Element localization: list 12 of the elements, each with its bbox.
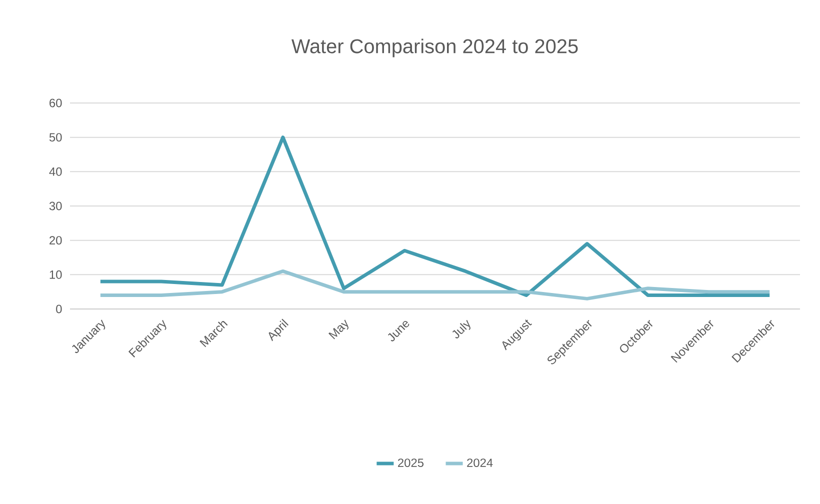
x-tick-label: July [452,320,470,338]
y-tick-label: 30 [49,202,62,210]
y-tick-label: 0 [56,304,62,314]
chart-title: Water Comparison 2024 to 2025 [291,38,578,58]
legend-label: 2024 [467,458,493,468]
y-tick-label: 50 [49,133,62,142]
legend-label: 2025 [398,458,424,468]
y-tick-label: 60 [50,98,62,108]
y-tick-label: 40 [49,167,62,176]
x-tick-label: May [328,320,348,340]
y-tick-label: 10 [50,270,62,279]
y-tick-label: 20 [50,236,62,245]
